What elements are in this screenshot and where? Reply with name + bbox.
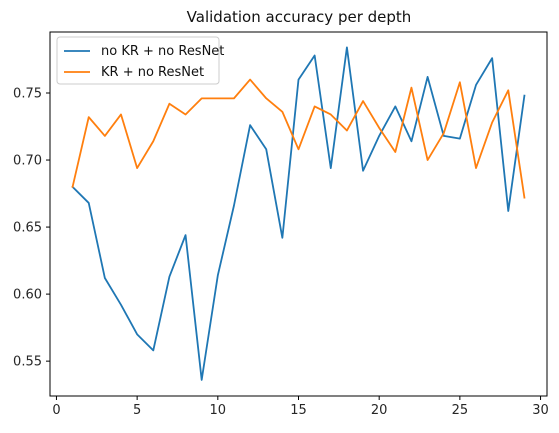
- series-line-1: [71, 46, 526, 381]
- x-tick-label: 30: [532, 403, 549, 418]
- y-axis: 0.55 0.60 0.65 0.70 0.75: [13, 87, 50, 370]
- series-line-2: [71, 78, 526, 199]
- x-tick-label: 0: [52, 403, 60, 418]
- x-tick-label: 5: [133, 403, 141, 418]
- y-tick-label: 0.60: [13, 288, 42, 303]
- y-tick-label: 0.70: [13, 154, 42, 169]
- legend-box: [56, 36, 220, 85]
- x-tick-label: 10: [210, 403, 227, 418]
- legend: no KR + no ResNet KR + no ResNet: [56, 36, 224, 85]
- y-tick-label: 0.65: [13, 221, 42, 236]
- series-layer: [71, 46, 526, 381]
- legend-label-series-1: no KR + no ResNet: [101, 44, 224, 59]
- x-tick-label: 20: [371, 403, 388, 418]
- legend-label-series-2: KR + no ResNet: [101, 65, 204, 80]
- x-tick-label: 15: [290, 403, 307, 418]
- x-tick-label: 25: [452, 403, 469, 418]
- chart-title: Validation accuracy per depth: [187, 8, 412, 26]
- y-tick-label: 0.75: [13, 87, 42, 102]
- y-tick-label: 0.55: [13, 355, 42, 370]
- x-axis: 0 5 10 15 20 25 30: [52, 396, 549, 418]
